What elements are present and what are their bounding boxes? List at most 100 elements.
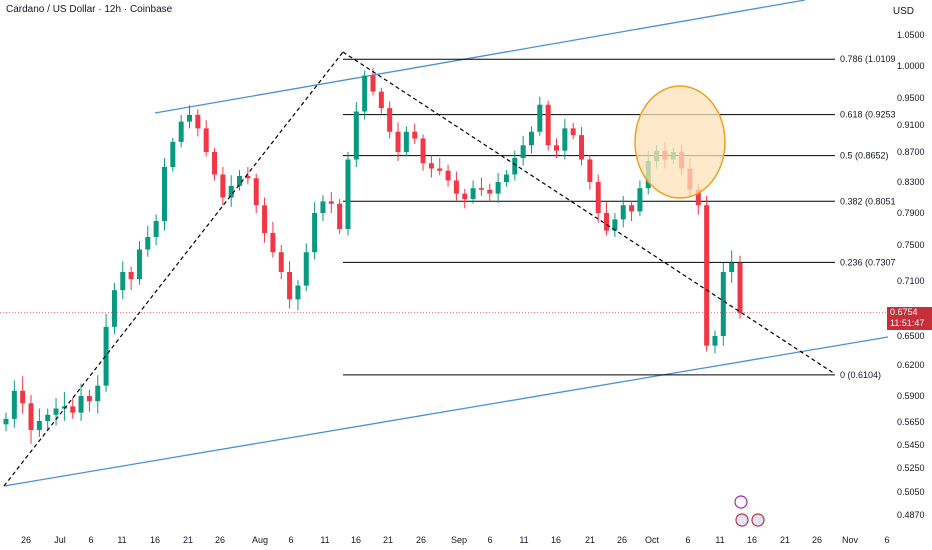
candle [195,109,201,137]
x-tick-label: 11 [320,535,329,545]
chart-title: Cardano / US Dollar · 12h · Coinbase [6,4,173,15]
x-tick-label: 16 [351,535,361,545]
price-axis: 1.0500 1.0000 0.9500 0.9100 0.8700 0.8300 0.79… [897,30,925,520]
x-tick-label: 11 [117,535,126,545]
upper-trendline[interactable] [154,0,806,114]
candle [587,155,593,190]
last-price-box: 0.6754 11:51:47 [887,307,932,330]
candle [161,158,167,231]
flag-event-icon[interactable] [735,513,749,527]
x-tick-label: 6 [685,535,690,545]
candle [445,164,451,187]
candle [370,67,376,96]
x-tick-label: 21 [383,535,393,545]
candle [503,170,509,187]
candle [737,255,743,319]
x-tick-label: 6 [88,535,93,545]
candle [462,188,468,209]
x-tick-label: Nov [842,535,859,545]
candle [128,266,134,291]
x-tick-label: Aug [252,535,268,545]
candle [554,138,559,158]
y-tick-label: 0.8700 [897,147,925,157]
candle [570,122,576,140]
x-tick-label: Oct [645,535,660,545]
y-tick-label: 0.9100 [897,120,925,130]
y-tick-label: 1.0500 [897,30,925,40]
y-tick-label: 0.6200 [897,360,925,370]
candle [95,375,101,414]
x-tick-label: 21 [183,535,193,545]
y-tick-label: 0.5250 [897,463,925,473]
y-tick-label: 0.7500 [897,240,925,250]
candle [103,314,109,392]
candle [70,398,76,419]
fib-level-label: 0 (0.6104) [840,370,881,380]
candle [295,280,301,311]
x-tick-label: 26 [812,535,822,545]
candle [420,134,426,171]
candle [287,261,293,309]
retrace-dashed-line[interactable] [342,51,836,375]
lightning-event-icon[interactable] [734,495,748,509]
candle [437,158,443,176]
candle [528,126,534,154]
candle [237,170,243,191]
candle [111,282,117,335]
candle [220,167,226,206]
time-axis: 26 Jul 6 11 16 21 26 Aug 6 11 16 21 26 Sep 6 11 16 21 26 Oc… [21,535,890,545]
candle [328,192,334,213]
candle [20,376,26,414]
x-tick-label: 16 [747,535,757,545]
flag-event-icon[interactable] [751,513,765,527]
candle [53,398,59,426]
candle [212,147,218,181]
candle [412,123,418,144]
y-tick-label: 0.5450 [897,440,925,450]
trend-channel [3,0,889,487]
fib-level-label: 0.236 (0.7307 [840,257,896,267]
candle [278,245,284,280]
impulse-dashed-line[interactable] [3,51,344,487]
candle [729,250,735,283]
candle [262,197,268,243]
x-tick-label: 16 [551,535,561,545]
candle [595,174,601,223]
candle [362,70,368,120]
candle [537,96,543,136]
candle [120,261,126,300]
candle [320,195,326,221]
x-tick-label: 26 [617,535,627,545]
x-tick-label: 26 [21,535,31,545]
candle [403,126,409,157]
candle [478,177,484,196]
x-tick-label: 6 [487,535,492,545]
candle [378,87,384,114]
candle [245,167,251,185]
y-tick-label: 0.9500 [897,93,925,103]
highlight-circle[interactable] [634,85,726,199]
lower-trendline[interactable] [3,336,889,487]
candle [395,122,401,161]
y-tick-label: 0.7100 [897,276,925,286]
candle [345,152,351,236]
candle [353,102,359,167]
y-tick-label: 0.5050 [897,487,925,497]
candle [78,383,84,421]
candle [253,173,259,213]
x-tick-label: 6 [884,535,889,545]
candle [36,408,42,437]
x-tick-label: 26 [416,535,426,545]
candle [28,394,34,444]
candle [520,135,526,166]
x-tick-label: Jul [54,535,66,545]
candle [495,173,501,203]
candle [170,137,176,172]
candle [612,213,618,237]
candle [453,171,459,202]
candle [512,150,518,181]
y-tick-label: 0.5900 [897,391,925,401]
y-tick-label: 0.5650 [897,417,925,427]
candle [428,155,434,178]
